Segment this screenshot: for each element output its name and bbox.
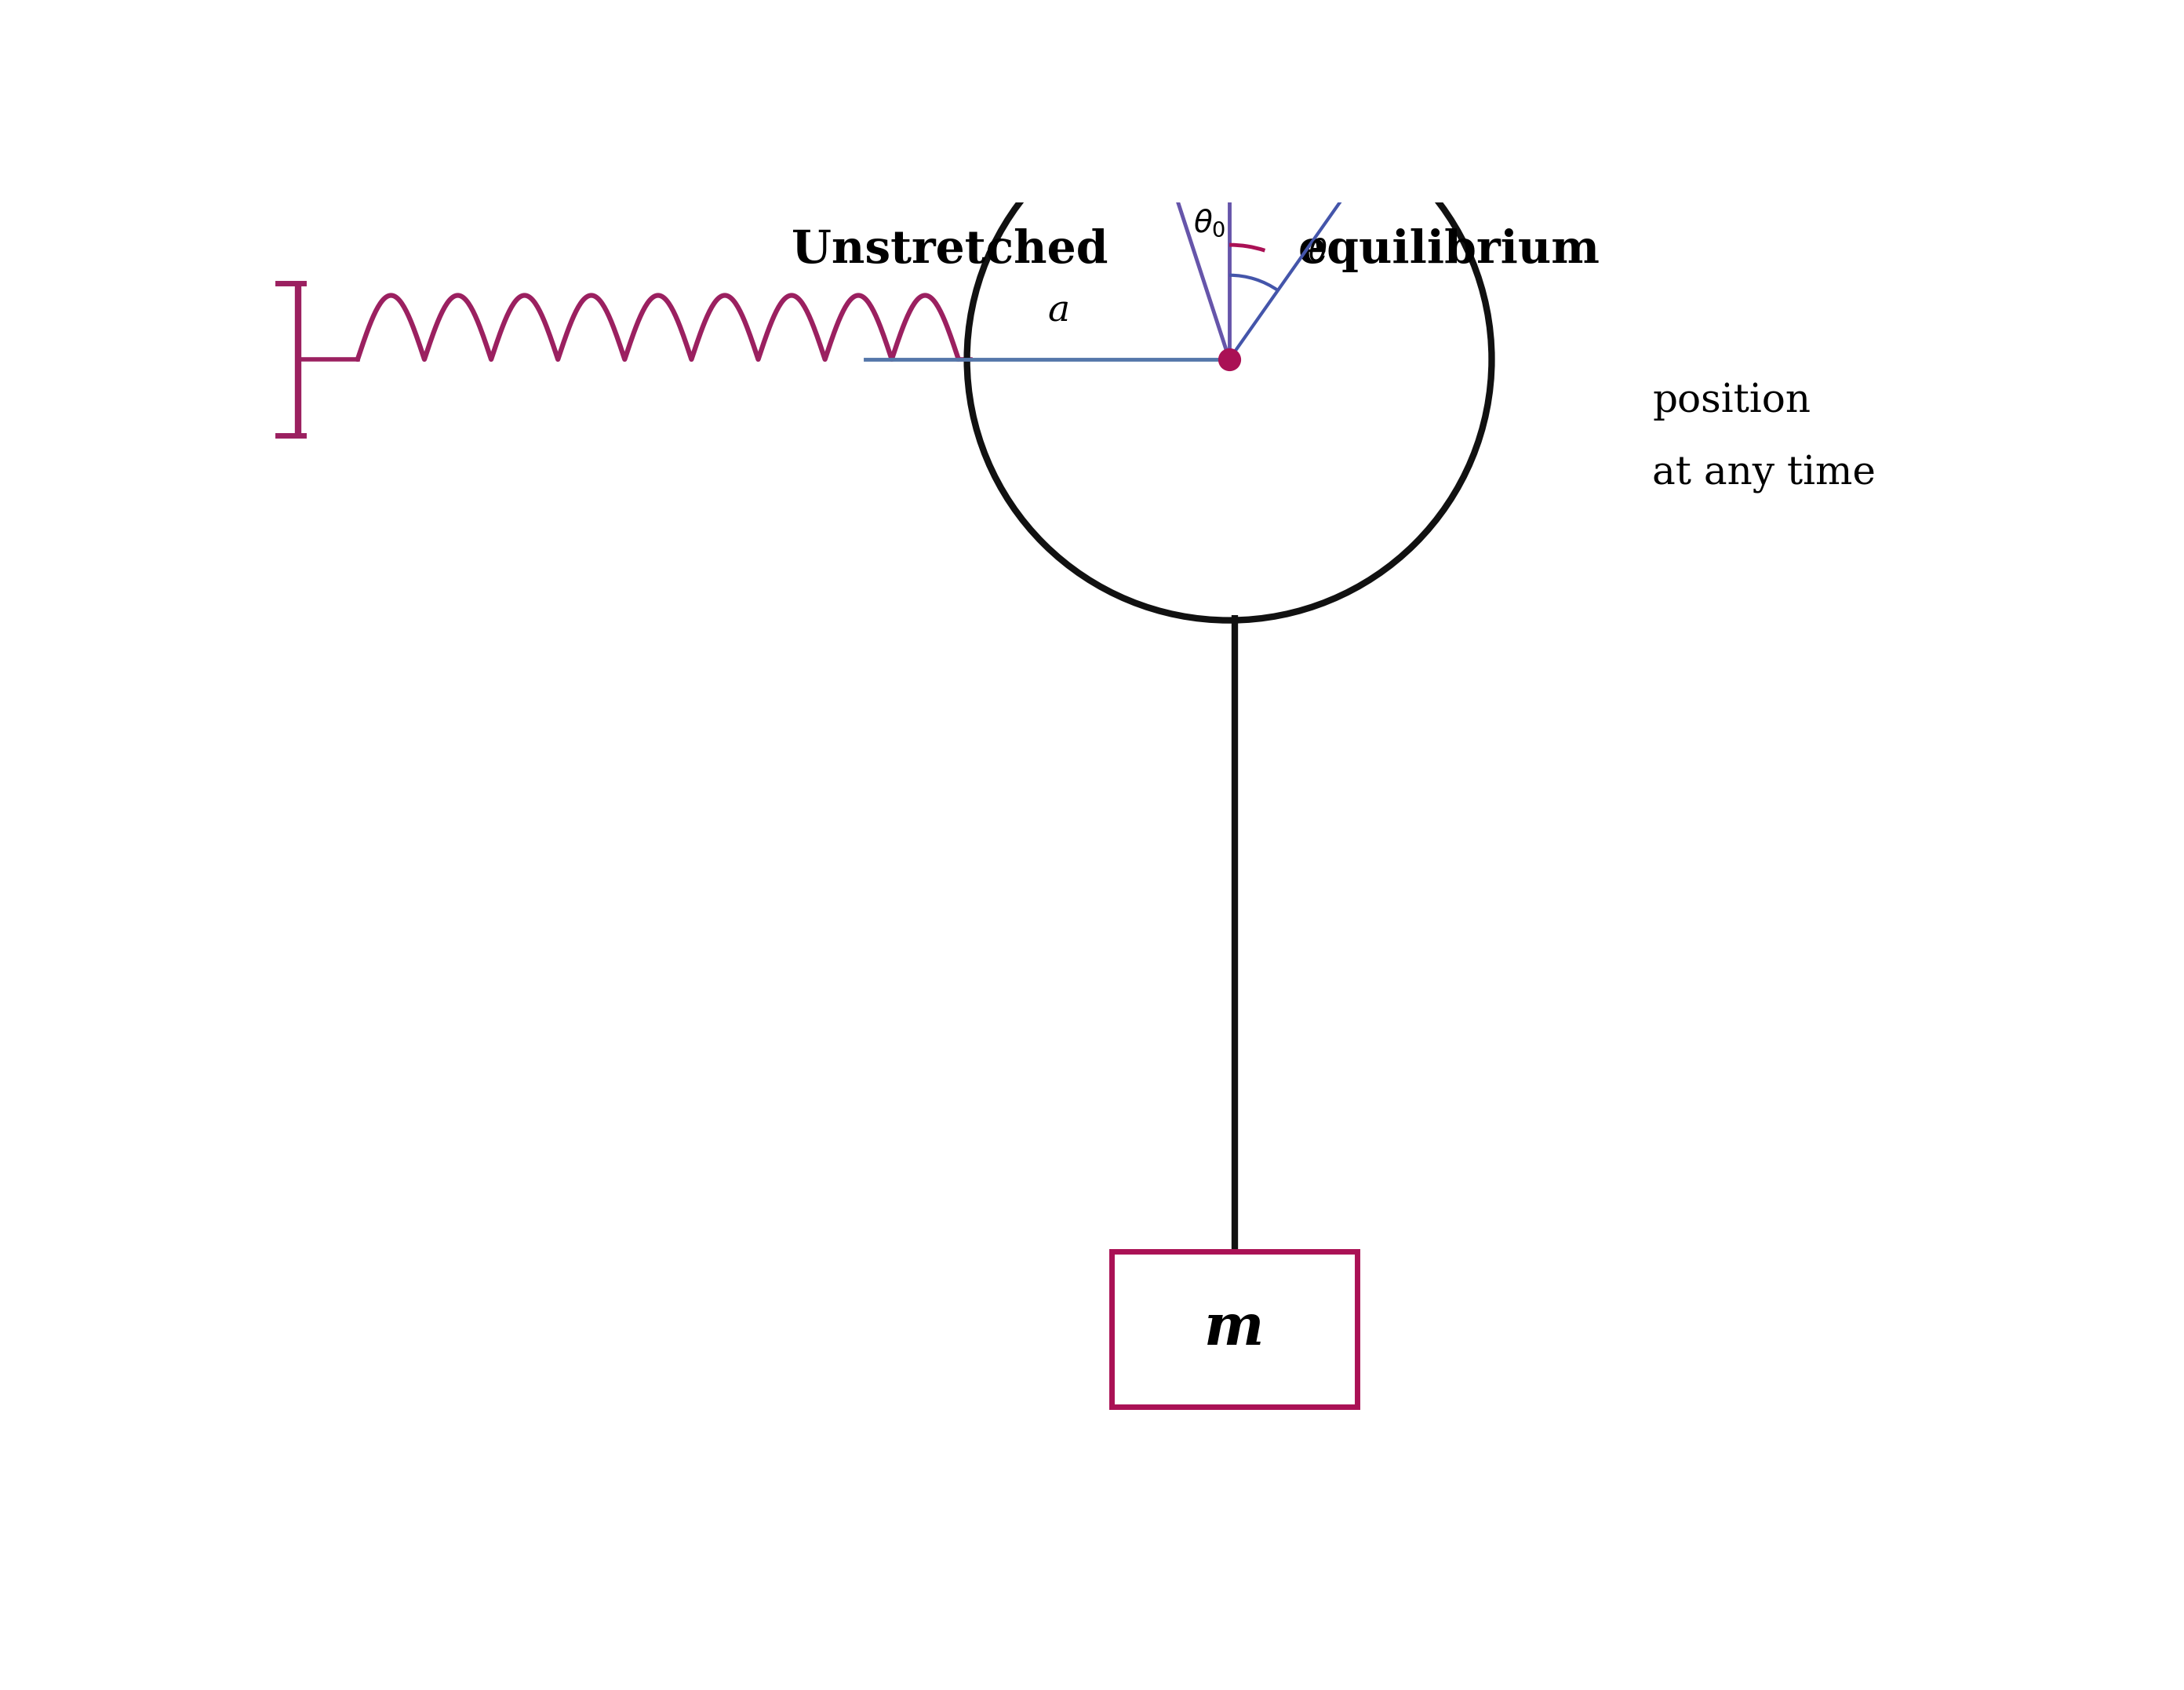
Text: m: m — [1203, 1301, 1265, 1357]
Bar — [1112, 1252, 1356, 1406]
Text: equilibrium: equilibrium — [1297, 228, 1601, 272]
Text: $\theta$: $\theta$ — [1308, 237, 1328, 267]
Text: a: a — [1048, 294, 1070, 330]
Text: at any time: at any time — [1653, 455, 1876, 493]
Text: position: position — [1653, 382, 1811, 421]
Text: Unstretched: Unstretched — [793, 228, 1107, 272]
Text: $\theta_0$: $\theta_0$ — [1192, 208, 1225, 238]
